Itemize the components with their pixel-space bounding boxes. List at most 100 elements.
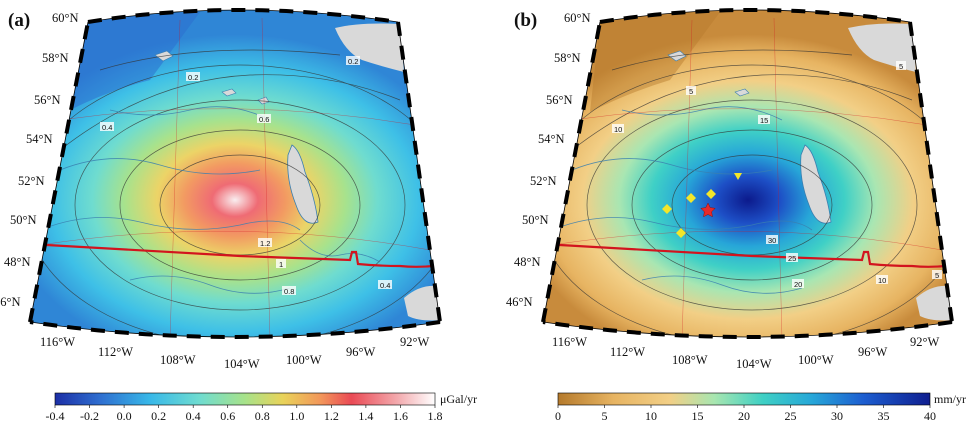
panel-b-markers bbox=[662, 173, 742, 238]
panel-b-contour-label: 10 bbox=[878, 276, 886, 285]
panel-b-contour-label: 30 bbox=[768, 236, 776, 245]
lake-winnipeg bbox=[287, 144, 319, 224]
colorbar-tick-label: 20 bbox=[738, 409, 750, 423]
panel-b-lat-46: 46°N bbox=[506, 295, 533, 309]
panel-a-lat-52: 52°N bbox=[18, 174, 45, 188]
panel-a-colorbar: -0.4 -0.2 0.0 0.2 0.4 0.6 0.8 1.0 1.2 1.4 1.6 1.8 μ… bbox=[46, 392, 478, 423]
colorbar-tick-label: 0 bbox=[555, 409, 561, 423]
panel-a-contour-label: 0.2 bbox=[188, 73, 198, 82]
panel-b-contour-label: 20 bbox=[794, 280, 802, 289]
panel-a: (a) 60°N 58°N 56°N 54°N 52°N 50°N 48°N 4… bbox=[0, 8, 478, 423]
panel-b-contour-label: 15 bbox=[760, 116, 768, 125]
colorbar-tick-label: 30 bbox=[831, 409, 843, 423]
panel-b-contour-label: 5 bbox=[689, 87, 693, 96]
panel-b-border bbox=[543, 242, 952, 268]
panel-b-grid bbox=[551, 17, 943, 337]
panel-b: (b) 60°N 58°N 56°N 54°N 52°N 50°N 48°N 4… bbox=[506, 8, 966, 423]
colorbar-tick-label: 40 bbox=[924, 409, 936, 423]
panel-b-lon-116: 116°W bbox=[552, 335, 587, 349]
panel-a-contour-label: 1 bbox=[279, 260, 283, 269]
panel-a-lat-54: 54°N bbox=[26, 132, 53, 146]
panel-b-contour-label: 25 bbox=[788, 254, 796, 263]
hudson-bay bbox=[848, 23, 916, 72]
panel-a-label: (a) bbox=[8, 10, 30, 31]
panel-b-contour-label: 10 bbox=[614, 125, 622, 134]
diamond-marker bbox=[676, 228, 686, 238]
panel-a-lon-96: 96°W bbox=[346, 345, 375, 359]
panel-a-contour-label: 0.2 bbox=[348, 57, 358, 66]
colorbar-tick-label: 1.8 bbox=[428, 409, 443, 423]
panel-b-lon-112: 112°W bbox=[610, 345, 645, 359]
panel-b-lat-50: 50°N bbox=[522, 213, 549, 227]
colorbar-tick-label: 1.4 bbox=[358, 409, 373, 423]
panel-b-label: (b) bbox=[514, 10, 537, 31]
panel-a-lon-108: 108°W bbox=[160, 353, 196, 367]
panel-a-contour-label: 0.4 bbox=[380, 281, 390, 290]
panel-b-contour-label: 5 bbox=[935, 271, 939, 280]
panel-b-lat-60: 60°N bbox=[564, 11, 591, 25]
panel-a-contours bbox=[30, 49, 440, 337]
panel-a-grid bbox=[39, 17, 431, 337]
colorbar-tick-label: 0.2 bbox=[151, 409, 166, 423]
panel-b-lat-54: 54°N bbox=[538, 132, 565, 146]
panel-a-lon-112: 112°W bbox=[98, 345, 133, 359]
triangle-marker bbox=[734, 173, 742, 180]
colorbar-tick-label: 0.0 bbox=[117, 409, 132, 423]
panel-b-lon-108: 108°W bbox=[672, 353, 708, 367]
panel-a-lon-116: 116°W bbox=[40, 335, 75, 349]
lake-winnipeg bbox=[800, 144, 832, 224]
panel-a-lon-100: 100°W bbox=[286, 353, 322, 367]
panel-a-lat-46: 46°N bbox=[0, 295, 21, 309]
hudson-bay bbox=[335, 23, 404, 72]
colorbar-tick-label: 1.6 bbox=[393, 409, 408, 423]
panel-a-colorbar-unit: μGal/yr bbox=[440, 392, 477, 406]
panel-a-lat-58: 58°N bbox=[42, 51, 69, 65]
colorbar-tick-label: 0.8 bbox=[255, 409, 270, 423]
panel-a-border bbox=[30, 242, 440, 268]
panel-a-contour-label: 0.8 bbox=[284, 287, 294, 296]
panel-b-colorbar-unit: mm/yr bbox=[934, 392, 966, 406]
panel-a-contour-label: 0.4 bbox=[102, 123, 112, 132]
colorbar-tick-label: -0.4 bbox=[46, 409, 65, 423]
panel-a-lat-48: 48°N bbox=[4, 255, 31, 269]
panel-b-rivers bbox=[551, 106, 813, 294]
colorbar-tick-label: 25 bbox=[785, 409, 797, 423]
panel-b-lon-104: 104°W bbox=[736, 357, 772, 371]
panel-a-contour-labels: 0.2 0.2 0.4 0.6 1.2 1 0.8 0.4 bbox=[100, 56, 392, 296]
colorbar-tick-label: 0.6 bbox=[220, 409, 235, 423]
lake-superior bbox=[916, 285, 952, 321]
panel-a-lat-56: 56°N bbox=[34, 93, 61, 107]
panel-b-lat-58: 58°N bbox=[554, 51, 581, 65]
colorbar-tick-label: 5 bbox=[602, 409, 608, 423]
colorbar-tick-label: -0.2 bbox=[80, 409, 99, 423]
panel-b-contour-label: 5 bbox=[899, 62, 903, 71]
panel-a-map bbox=[30, 10, 440, 337]
star-marker bbox=[700, 202, 716, 218]
colorbar-tick-label: 1.0 bbox=[289, 409, 304, 423]
panel-a-lon-104: 104°W bbox=[224, 357, 260, 371]
colorbar-tick-label: 0.4 bbox=[186, 409, 201, 423]
diamond-marker bbox=[706, 189, 716, 199]
panel-a-lat-60: 60°N bbox=[52, 11, 79, 25]
panel-b-lon-92: 92°W bbox=[910, 335, 939, 349]
panel-a-lon-92: 92°W bbox=[400, 335, 429, 349]
panel-b-colorbar: 0 5 10 15 20 25 30 35 40 mm/yr bbox=[555, 392, 966, 423]
panel-a-contour-label: 1.2 bbox=[260, 239, 270, 248]
panel-b-lat-52: 52°N bbox=[530, 174, 557, 188]
lake-superior bbox=[404, 285, 440, 321]
colorbar-tick-label: 35 bbox=[878, 409, 890, 423]
panel-a-rivers bbox=[39, 106, 381, 294]
colorbar-tick-label: 15 bbox=[692, 409, 704, 423]
panel-a-lat-50: 50°N bbox=[10, 213, 37, 227]
panel-b-lat-56: 56°N bbox=[546, 93, 573, 107]
panel-b-lat-48: 48°N bbox=[514, 255, 541, 269]
panel-b-contour-labels: 5 5 10 15 30 25 20 10 5 bbox=[612, 61, 942, 289]
colorbar-tick-label: 1.2 bbox=[324, 409, 339, 423]
colorbar-tick-label: 10 bbox=[645, 409, 657, 423]
panel-b-lon-96: 96°W bbox=[858, 345, 887, 359]
panel-b-lon-100: 100°W bbox=[798, 353, 834, 367]
panel-a-contour-label: 0.6 bbox=[259, 115, 269, 124]
diamond-marker bbox=[686, 193, 696, 203]
diamond-marker bbox=[662, 204, 672, 214]
